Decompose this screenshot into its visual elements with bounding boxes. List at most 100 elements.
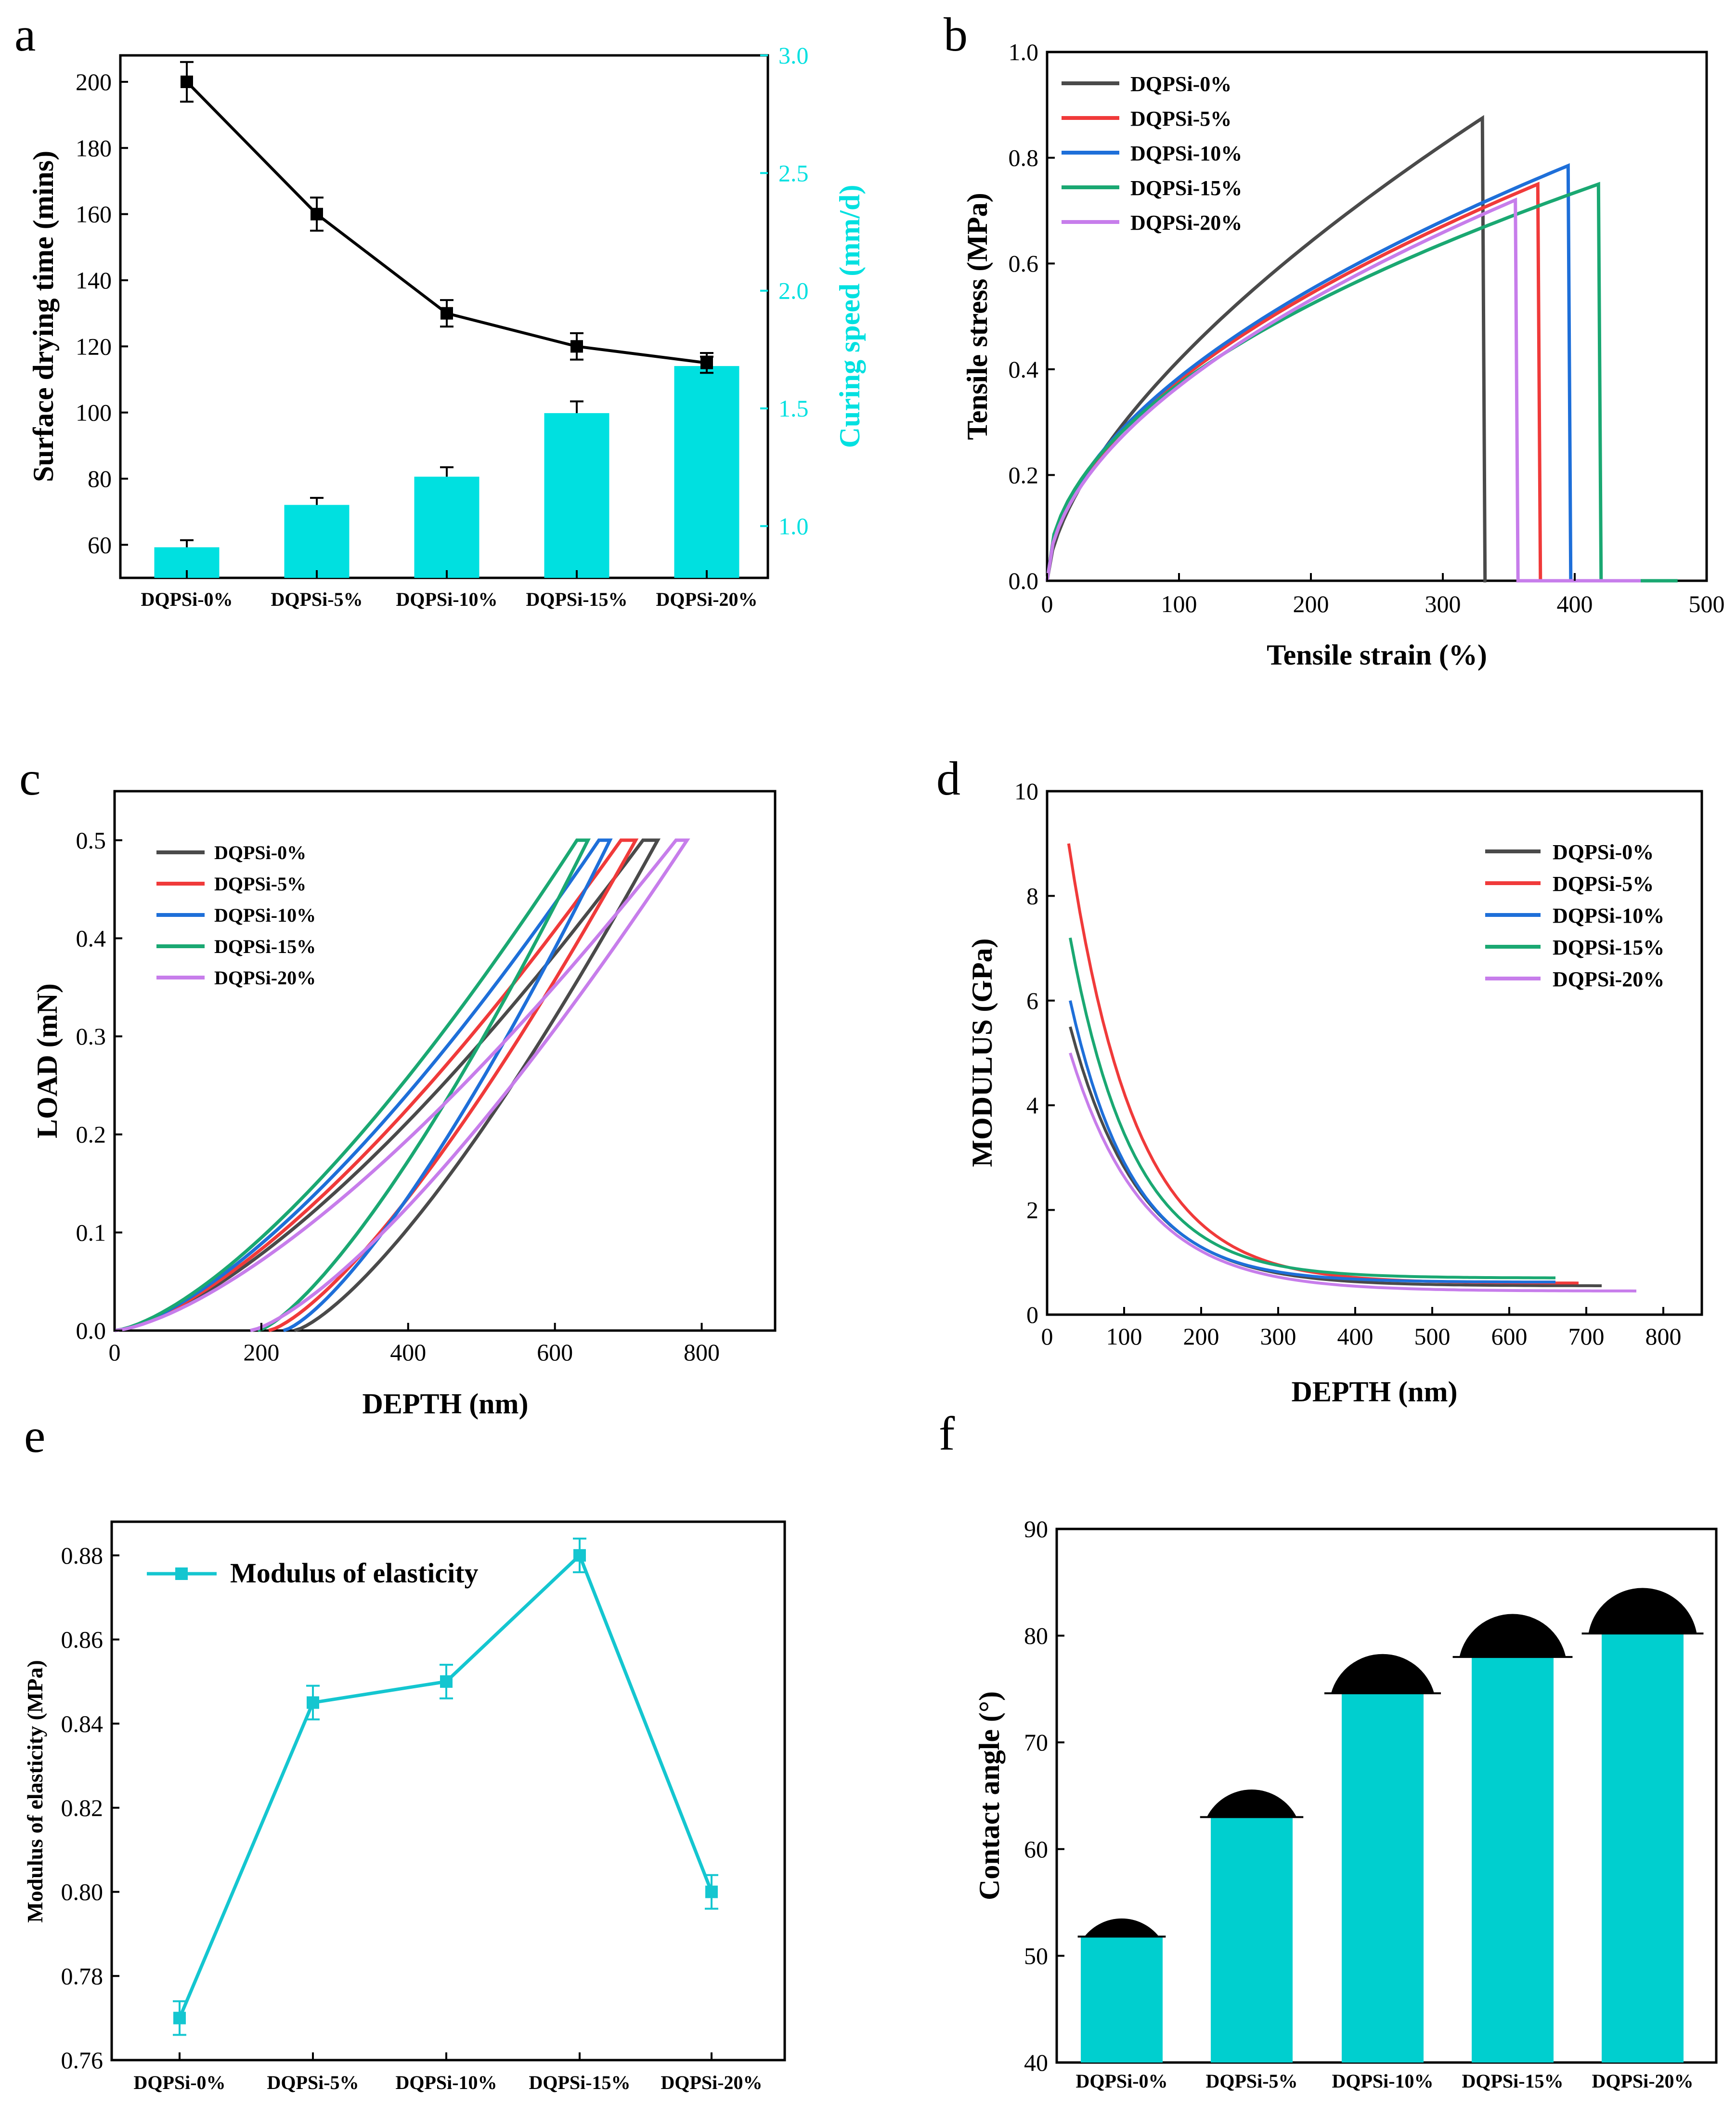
x-tick-label: 500 <box>1689 590 1725 617</box>
plot-frame-e <box>110 1520 786 2062</box>
x-axis-title-c: DEPTH (nm) <box>363 1388 529 1420</box>
y-tick-label: 0.86 <box>61 1626 104 1653</box>
chart-c-load-depth: 0 200 400 600 800 0.0 0.1 0.2 0.3 0.4 0.5 DQPSi-0%… <box>31 790 777 1420</box>
y-axis-title-c: LOAD (mN) <box>31 983 63 1138</box>
chart-b-tensile: 0 100 200 300 400 500 0.0 0.2 0.4 0.6 0.8 1.0 DQPSi… <box>961 39 1725 671</box>
plot-frame-c <box>113 790 777 1332</box>
y-tick-label: 6 <box>1026 987 1038 1014</box>
x-tick-label: 200 <box>243 1339 279 1366</box>
chart-a-curing: 60 80 100 120 140 160 180 200 1.0 1.5 2.0 2.5 3.0 D… <box>27 42 866 610</box>
marker-modulus-elasticity <box>705 1885 718 1898</box>
y-tick-right-label: 2.5 <box>778 159 809 186</box>
y-axis-title-e: Modulus of elasticity (MPa) <box>23 1660 47 1923</box>
x-tick-label: 100 <box>1161 590 1197 617</box>
x-tick-label: DQPSi-10% <box>395 2072 497 2093</box>
x-tick-label: 400 <box>1337 1323 1373 1350</box>
legend-label: DQPSi-20% <box>214 967 316 989</box>
y-tick-label: 0.1 <box>76 1219 106 1246</box>
x-tick-label: 600 <box>1491 1323 1528 1350</box>
y-tick-label: 140 <box>76 267 112 294</box>
droplet-icon <box>1206 1789 1297 1817</box>
legend-label: DQPSi-20% <box>1553 967 1664 991</box>
y-tick-label: 80 <box>88 465 112 492</box>
y-tick-label: 0.0 <box>76 1317 106 1344</box>
curve-modulus-depth <box>1069 1052 1637 1293</box>
x-tick-label: 300 <box>1260 1323 1296 1350</box>
y-tick-label: 120 <box>76 333 112 360</box>
x-tick-label: 700 <box>1568 1323 1605 1350</box>
y-tick-label: 10 <box>1014 778 1038 805</box>
x-tick-label: DQPSi-15% <box>526 588 627 610</box>
bar-contact-angle <box>1211 1817 1293 2063</box>
y-tick-right-label: 2.0 <box>778 277 809 304</box>
legend-label: DQPSi-10% <box>1130 142 1242 165</box>
bar-contact-angle <box>1472 1657 1554 2063</box>
y-tick-label: 100 <box>76 399 112 426</box>
legend-label: DQPSi-15% <box>214 936 316 957</box>
y-tick-label: 80 <box>1024 1622 1048 1649</box>
bar-contact-angle <box>1342 1693 1424 2063</box>
y-tick-label: 0.84 <box>61 1710 104 1737</box>
y-tick-label: 0.88 <box>61 1542 104 1569</box>
legend-label: DQPSi-5% <box>1553 872 1654 896</box>
x-tick-label: 0 <box>1041 1323 1053 1350</box>
marker-modulus-elasticity <box>173 2011 186 2024</box>
x-tick-label: DQPSi-5% <box>1205 2070 1297 2092</box>
legend-label: DQPSi-15% <box>1130 176 1242 200</box>
x-axis-title-b: Tensile strain (%) <box>1267 639 1487 671</box>
droplet-icon <box>1588 1588 1697 1634</box>
bar-contact-angle <box>1602 1633 1684 2063</box>
curve-modulus-depth <box>1069 937 1555 1279</box>
legend-label: DQPSi-10% <box>214 904 316 926</box>
panel-label-f: f <box>939 1407 955 1460</box>
y-tick-label: 50 <box>1024 1942 1048 1969</box>
x-tick-label: DQPSi-20% <box>661 2072 762 2093</box>
x-tick-label: 400 <box>390 1339 426 1366</box>
panel-label-d: d <box>936 752 960 805</box>
legend-marker <box>175 1567 188 1580</box>
x-tick-label: 800 <box>684 1339 720 1366</box>
x-tick-label: DQPSi-10% <box>396 588 497 610</box>
x-tick-label: DQPSi-5% <box>271 588 363 610</box>
x-tick-label: 0 <box>109 1339 121 1366</box>
legend-label: DQPSi-0% <box>1130 72 1231 96</box>
y-tick-label: 0.5 <box>76 827 106 854</box>
y-tick-label: 2 <box>1026 1197 1038 1224</box>
curve-load-depth <box>114 838 591 1332</box>
droplet-icon <box>1084 1918 1159 1937</box>
curve-tensile <box>1045 197 1641 583</box>
x-tick-label: DQPSi-20% <box>656 588 757 610</box>
x-axis-title-d: DEPTH (nm) <box>1292 1376 1458 1408</box>
chart-d-modulus-depth: 0 100 200 300 400 500 600 700 800 0 2 4 6 8 10 DQPSi-0… <box>966 778 1703 1408</box>
y-tick-right-label: 3.0 <box>778 42 809 69</box>
y-axis-right-title-a: Curing speed (mm/d) <box>834 185 866 448</box>
x-tick-label: DQPSi-15% <box>529 2072 630 2093</box>
droplet-icon <box>1331 1654 1435 1694</box>
legend-label: DQPSi-5% <box>1130 107 1231 131</box>
y-tick-label: 160 <box>76 201 112 228</box>
droplet-icon <box>1459 1614 1566 1657</box>
y-tick-label: 60 <box>1024 1836 1048 1863</box>
legend-label: DQPSi-5% <box>214 873 306 895</box>
y-tick-label: 0.8 <box>1009 144 1039 171</box>
x-tick-label: 0 <box>1041 590 1053 617</box>
marker-surface-drying <box>311 208 323 221</box>
marker-surface-drying <box>700 356 713 369</box>
y-axis-title-d: MODULUS (GPa) <box>966 939 998 1167</box>
chart-f-contact-angle: 40 50 60 70 80 90 DQPSi-0% DQPSi-5% DQPSi-10% DQP… <box>973 1515 1718 2092</box>
y-tick-label: 0.78 <box>61 1962 104 1989</box>
y-tick-label: 0.0 <box>1009 567 1039 594</box>
x-tick-label: 800 <box>1645 1323 1682 1350</box>
bar-curing-speed <box>284 505 350 578</box>
plot-frame-b <box>1046 51 1708 582</box>
y-axis-title-a: Surface drying time (mins) <box>27 151 59 482</box>
y-axis-title-f: Contact angle (°) <box>973 1691 1005 1900</box>
x-tick-label: 300 <box>1425 590 1461 617</box>
x-tick-label: DQPSi-5% <box>267 2072 359 2093</box>
y-tick-right-label: 1.5 <box>778 395 809 422</box>
bar-curing-speed <box>414 476 479 578</box>
y-tick-label: 0.3 <box>76 1023 106 1050</box>
x-tick-label: 600 <box>537 1339 573 1366</box>
panel-label-c: c <box>19 752 40 805</box>
